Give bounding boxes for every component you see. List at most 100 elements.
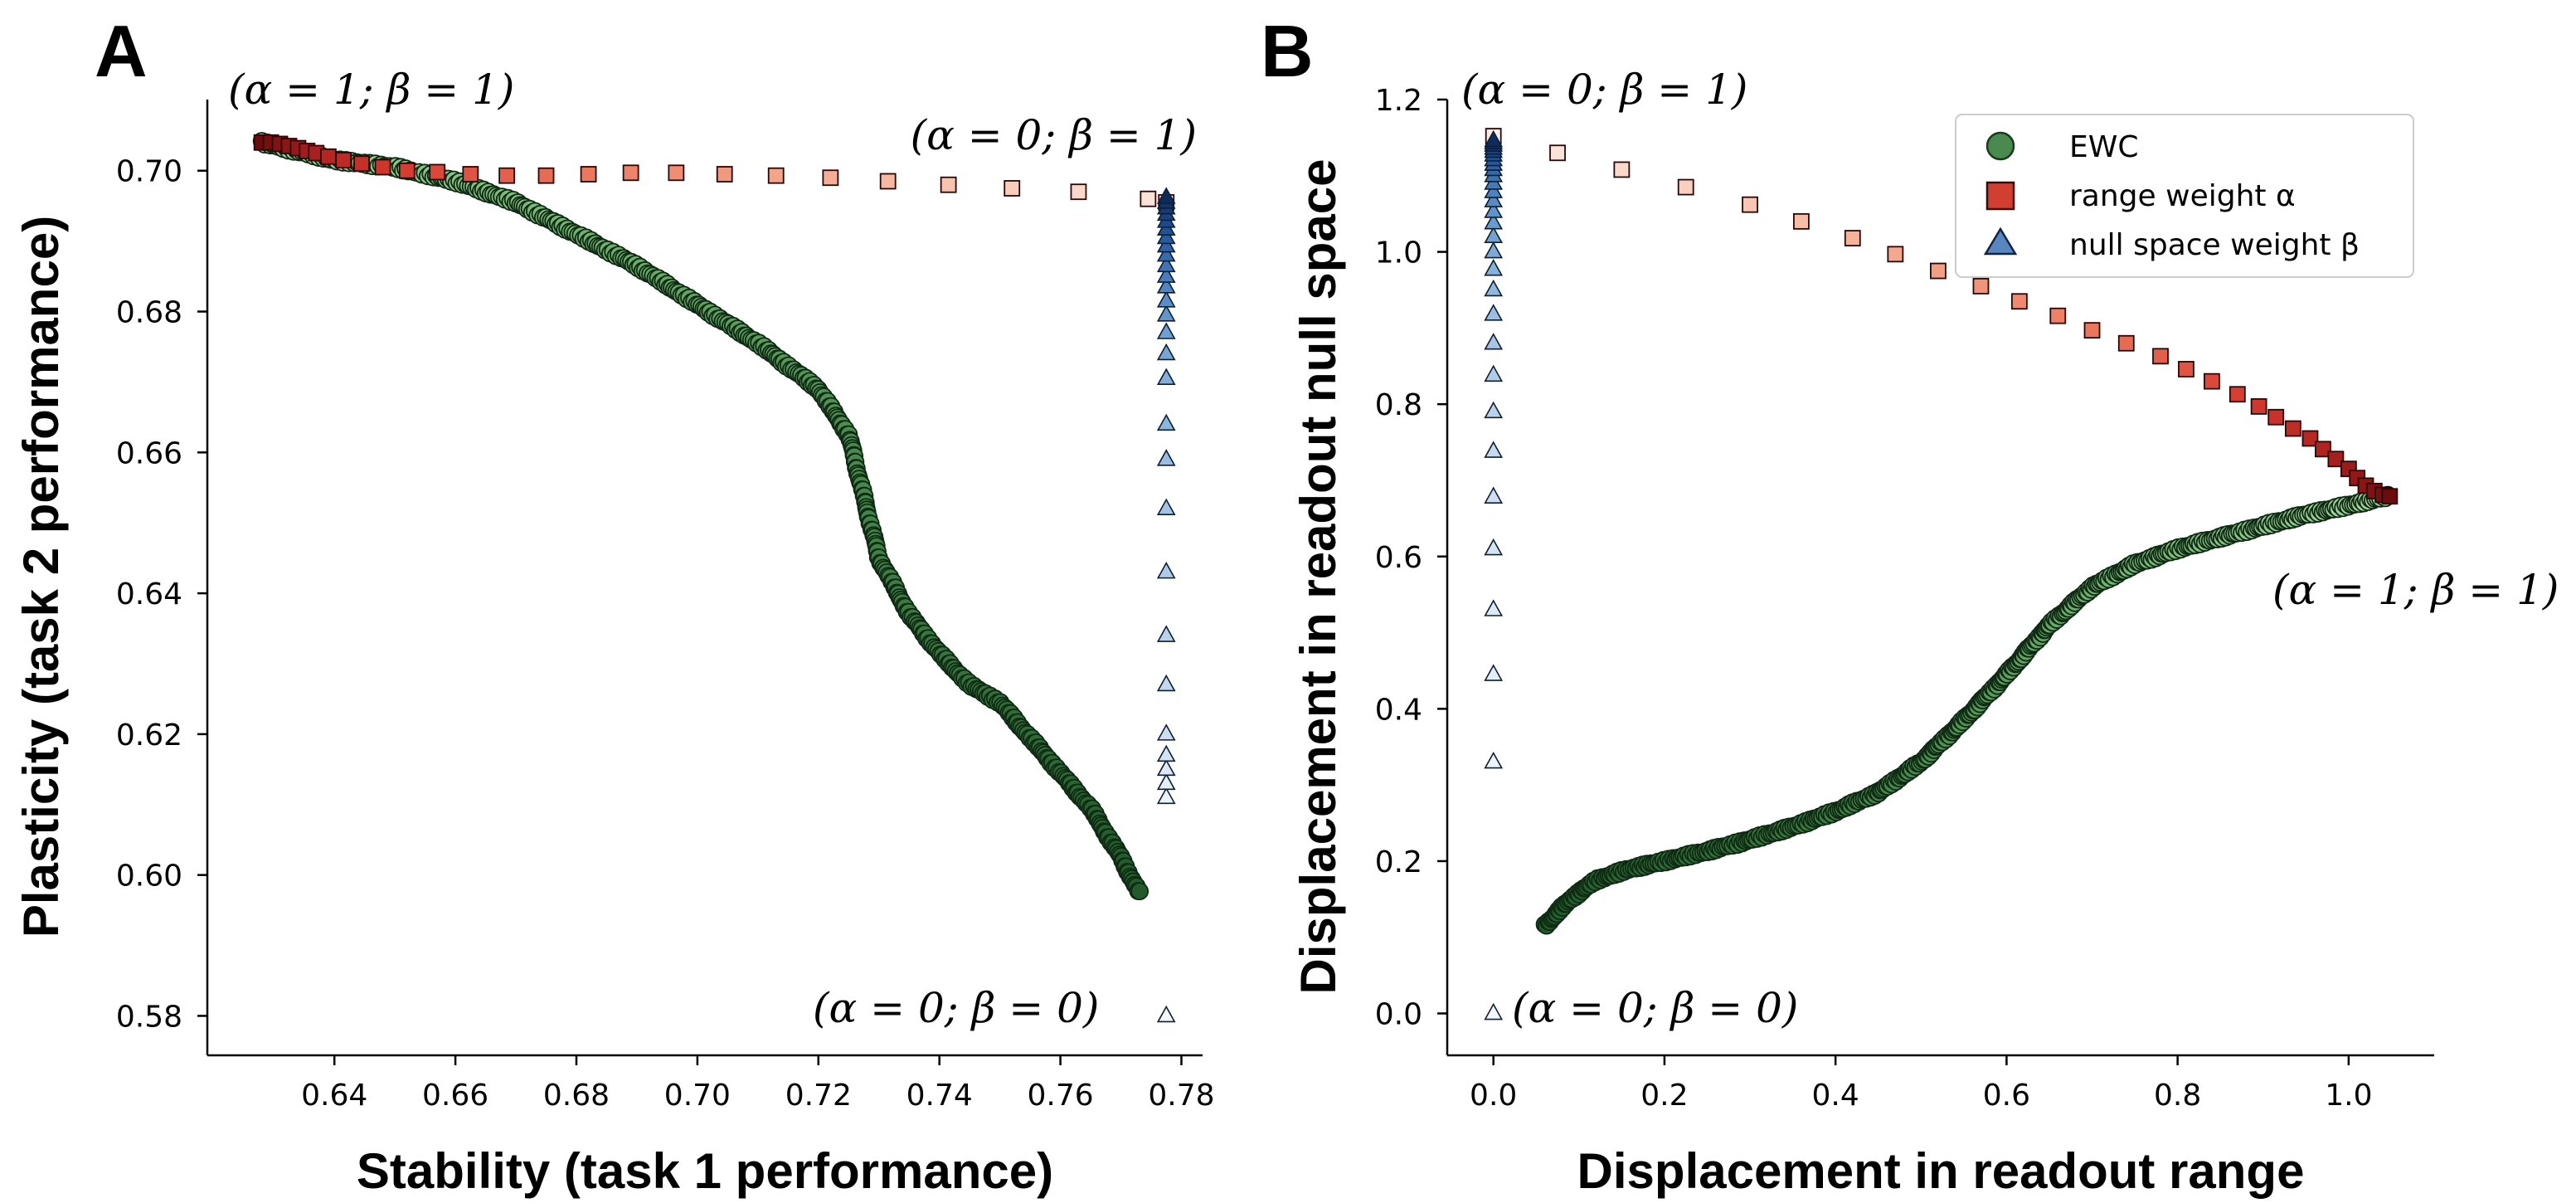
null-space-weight-point <box>1156 625 1176 642</box>
range-weight-point <box>1140 190 1157 207</box>
panelb-y-tick-label: 0.8 <box>1375 388 1422 422</box>
range-weight-point <box>622 164 639 182</box>
panelb-y-tick-label: 1.2 <box>1375 84 1422 118</box>
null-space-weight-point <box>1484 1002 1504 1020</box>
null-space-weight-point <box>1156 187 1176 204</box>
null-space-weight-point <box>1156 255 1176 273</box>
legend-range-marker <box>1985 181 2015 211</box>
range-weight-point <box>580 166 597 183</box>
range-weight-point <box>1613 161 1631 178</box>
range-weight-point <box>2049 307 2067 324</box>
panelb-y-tick-label: 1.0 <box>1375 236 1422 270</box>
panel-a-y-label: Plasticity (task 2 performance) <box>13 216 69 938</box>
range-weight-point <box>879 173 897 190</box>
legend-range-label: range weight α <box>2069 179 2296 213</box>
range-weight-point <box>462 166 479 183</box>
null-space-weight-point <box>1484 664 1504 681</box>
null-space-weight-point <box>1156 744 1176 762</box>
panel-a-anno-alpha0-beta1: (α = 0; β = 1) <box>911 111 1197 159</box>
range-weight-point <box>2267 408 2285 426</box>
panel-b: 0.0 0.2 0.4 0.6 0.8 1.00.00.20.40.60.81.01.2 … <box>1290 66 2559 1199</box>
null-space-weight-point <box>1156 265 1176 283</box>
range-weight-point <box>398 162 416 179</box>
null-space-weight-point <box>1156 772 1176 791</box>
panela-x-tick-label: 0.70 <box>664 1079 731 1113</box>
range-weight-point <box>940 176 957 193</box>
panela-x-tick-label: 0.64 <box>301 1079 367 1113</box>
null-space-weight-point <box>1484 401 1504 419</box>
null-space-weight-point <box>1156 235 1176 253</box>
legend-null-label: null space weight β <box>2069 228 2360 262</box>
panela-y-tick-label: 0.58 <box>116 1000 182 1034</box>
legend-frame <box>1955 114 2414 278</box>
range-weight-point <box>767 167 785 184</box>
panela-x-tick-label: 0.78 <box>1148 1079 1214 1113</box>
null-space-weight-point <box>1156 413 1176 431</box>
range-weight-point <box>1844 230 1861 246</box>
panelb-x-tick-label: 0.0 <box>1470 1079 1517 1113</box>
range-weight-point <box>2203 373 2220 390</box>
null-space-weight-point <box>1484 259 1504 276</box>
null-space-weight-point <box>1484 212 1504 230</box>
panela-x-tick-label: 0.68 <box>543 1079 610 1113</box>
null-space-weight-point <box>1156 498 1176 516</box>
legend-ewc-label: EWC <box>2069 130 2138 164</box>
null-space-weight-point <box>1156 276 1176 294</box>
panel-a: 0.64 0.66 0.68 0.70 0.72 0.74 0.76 0.78 0.58 0.60… <box>13 66 1215 1199</box>
range-weight-point <box>1972 277 1990 295</box>
range-weight-point <box>2284 420 2301 437</box>
panel-b-y-label: Displacement in readout null space <box>1290 159 1346 995</box>
null-space-weight-point <box>1156 304 1176 322</box>
panelb-y-tick-label: 0.4 <box>1375 693 1422 727</box>
range-weight-point <box>374 158 391 176</box>
panelb-y-tick-label: 0.0 <box>1375 998 1422 1032</box>
null-space-weight-point <box>1484 190 1504 207</box>
legend-ewc-marker <box>1985 131 2015 161</box>
null-space-weight-point <box>1156 723 1176 741</box>
range-weight-point <box>822 169 839 187</box>
legend-null-marker <box>1983 226 2018 256</box>
panela-y-tick-label: 0.60 <box>116 860 182 894</box>
panel-a-anno-alpha1-beta1: (α = 1; β = 1) <box>228 66 514 114</box>
null-space-weight-point <box>1156 244 1176 262</box>
ewc-point <box>1130 882 1149 901</box>
null-space-weight-point <box>1156 322 1176 339</box>
null-space-weight-point <box>1156 368 1176 385</box>
null-space-weight-point <box>1156 561 1176 579</box>
range-weight-point <box>498 167 515 184</box>
null-space-weight-point <box>1484 751 1504 769</box>
panel-b-anno-alpha1-beta1: (α = 1; β = 1) <box>2272 566 2559 614</box>
null-space-weight-point <box>1484 279 1504 297</box>
panela-y-tick-label: 0.70 <box>116 155 182 189</box>
range-weight-point <box>2178 361 2194 377</box>
range-weight-point <box>353 155 370 173</box>
panel-b-anno-alpha0-beta1: (α = 0; β = 1) <box>1461 66 1747 114</box>
panelb-x-tick-label: 0.2 <box>1640 1079 1688 1113</box>
null-space-weight-point <box>1484 364 1504 382</box>
null-space-weight-point <box>1156 1005 1176 1023</box>
range-weight-point <box>1677 178 1694 196</box>
null-space-weight-point <box>1484 129 1504 148</box>
range-weight-point <box>1004 180 1021 197</box>
range-weight-point <box>668 164 685 182</box>
null-space-weight-point <box>1484 441 1504 458</box>
null-space-weight-point <box>1484 241 1504 259</box>
panela-y-tick-label: 0.62 <box>116 718 182 752</box>
panel-b-x-label: Displacement in readout range <box>1577 1143 2305 1199</box>
panel-b-anno-alpha0-beta0: (α = 0; β = 0) <box>1512 984 1798 1032</box>
null-space-weight-point <box>1156 674 1176 692</box>
panel-a-anno-alpha0-beta0: (α = 0; β = 0) <box>813 984 1099 1032</box>
range-weight-point <box>1070 183 1087 201</box>
null-space-weight-point <box>1156 787 1176 805</box>
null-space-weight-point <box>1484 599 1504 616</box>
null-space-weight-point <box>1484 486 1504 504</box>
null-space-weight-point <box>1484 201 1504 218</box>
null-space-weight-point <box>1156 226 1176 245</box>
panela-x-tick-label: 0.66 <box>422 1079 488 1113</box>
range-weight-point <box>537 167 555 184</box>
range-weight-point <box>2228 386 2246 403</box>
panel-a-x-label: Stability (task 1 performance) <box>357 1143 1053 1199</box>
range-weight-point <box>2250 398 2267 415</box>
panelb-x-tick-label: 0.8 <box>2154 1079 2201 1113</box>
panelb-y-tick-label: 0.6 <box>1375 541 1422 575</box>
